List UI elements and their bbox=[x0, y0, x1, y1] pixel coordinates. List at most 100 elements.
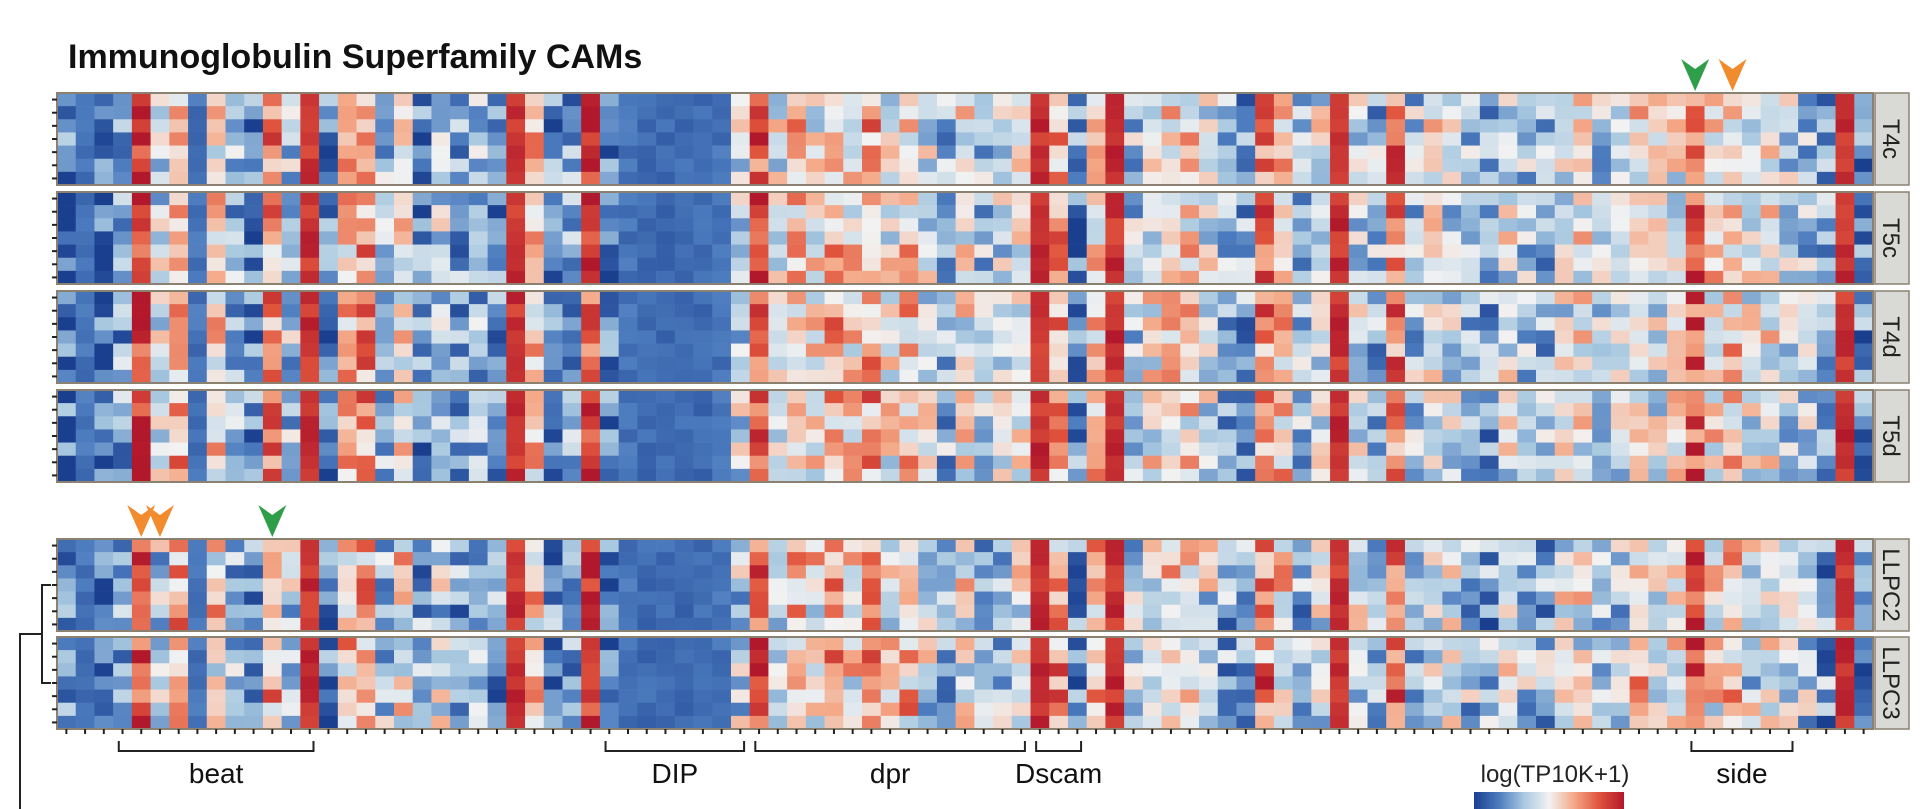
heatmap-cell bbox=[431, 715, 451, 730]
heatmap-cell bbox=[1536, 650, 1556, 664]
heatmap-cell bbox=[1648, 158, 1668, 173]
heatmap-cell bbox=[1573, 205, 1593, 219]
heatmap-cell bbox=[525, 702, 545, 717]
heatmap-cell bbox=[730, 442, 750, 457]
heatmap-cell bbox=[356, 617, 376, 632]
heatmap-cell bbox=[375, 119, 395, 133]
heatmap-cell bbox=[656, 158, 676, 173]
heatmap-cell bbox=[57, 93, 77, 107]
heatmap-cell bbox=[1180, 192, 1200, 206]
heatmap-cell bbox=[1292, 689, 1312, 704]
heatmap-cell bbox=[1779, 205, 1799, 219]
heatmap-cell bbox=[730, 93, 750, 107]
heatmap-cell bbox=[862, 552, 882, 566]
heatmap-cell bbox=[899, 304, 919, 318]
heatmap-cell bbox=[188, 93, 208, 107]
heatmap-cell bbox=[412, 270, 432, 285]
heatmap-cell bbox=[674, 171, 694, 186]
heatmap-cell bbox=[169, 304, 189, 318]
heatmap-cell bbox=[1273, 403, 1293, 417]
heatmap-cell bbox=[1517, 192, 1537, 206]
heatmap-cell bbox=[918, 663, 938, 677]
heatmap-cell bbox=[356, 304, 376, 318]
heatmap-cell bbox=[319, 244, 339, 259]
heatmap-cell bbox=[319, 591, 339, 606]
heatmap-cell bbox=[281, 715, 301, 730]
heatmap-cell bbox=[244, 145, 264, 160]
heatmap-cell bbox=[206, 270, 226, 285]
heatmap-cell bbox=[1498, 291, 1518, 305]
heatmap-cell bbox=[1723, 132, 1743, 146]
heatmap-cell bbox=[1854, 702, 1874, 717]
heatmap-cell bbox=[356, 455, 376, 470]
heatmap-cell bbox=[525, 617, 545, 632]
heatmap-cell bbox=[936, 617, 956, 632]
heatmap-cell bbox=[319, 650, 339, 664]
heatmap-cell bbox=[487, 689, 507, 704]
heatmap-cell bbox=[1236, 270, 1256, 285]
heatmap-cell bbox=[1723, 539, 1743, 553]
heatmap-cell bbox=[674, 231, 694, 245]
heatmap-cell bbox=[1554, 158, 1574, 173]
heatmap-cell bbox=[1760, 343, 1780, 358]
heatmap-cell bbox=[506, 369, 526, 384]
heatmap-cell bbox=[1386, 565, 1406, 579]
heatmap-cell bbox=[169, 231, 189, 245]
heatmap-cell bbox=[1498, 416, 1518, 430]
heatmap-cell bbox=[1685, 330, 1705, 344]
heatmap-cell bbox=[562, 119, 582, 133]
heatmap-cell bbox=[487, 604, 507, 619]
heatmap-cell bbox=[300, 231, 320, 245]
heatmap-cell bbox=[1461, 539, 1481, 553]
heatmap-cell bbox=[300, 330, 320, 344]
heatmap-cell bbox=[618, 565, 638, 579]
heatmap-cell bbox=[113, 676, 133, 690]
heatmap-cell bbox=[1199, 119, 1219, 133]
heatmap-cell bbox=[188, 158, 208, 173]
heatmap-cell bbox=[1199, 702, 1219, 717]
heatmap-cell bbox=[262, 171, 282, 186]
heatmap-cell bbox=[1741, 158, 1761, 173]
heatmap-cell bbox=[431, 442, 451, 457]
heatmap-cell bbox=[599, 715, 619, 730]
heatmap-cell bbox=[974, 539, 994, 553]
heatmap-cell bbox=[468, 552, 488, 566]
heatmap-cell bbox=[281, 442, 301, 457]
heatmap-cell bbox=[1367, 205, 1387, 219]
heatmap-cell bbox=[525, 578, 545, 592]
heatmap-cell bbox=[1554, 93, 1574, 107]
heatmap-cell bbox=[1423, 663, 1443, 677]
heatmap-cell bbox=[487, 552, 507, 566]
heatmap-cell bbox=[1161, 455, 1181, 470]
heatmap-cell bbox=[1124, 442, 1144, 457]
heatmap-cell bbox=[188, 390, 208, 404]
heatmap-cell bbox=[450, 218, 470, 232]
heatmap-cell bbox=[936, 132, 956, 146]
heatmap-cell bbox=[656, 270, 676, 285]
heatmap-cell bbox=[487, 429, 507, 443]
gene-group-beat: beat bbox=[117, 741, 315, 789]
heatmap-cell bbox=[1573, 416, 1593, 430]
heatmap-cell bbox=[1273, 171, 1293, 186]
heatmap-cell bbox=[1723, 702, 1743, 717]
heatmap-cell bbox=[131, 231, 151, 245]
heatmap-cell bbox=[1011, 455, 1031, 470]
heatmap-cell bbox=[75, 171, 95, 186]
heatmap-cell bbox=[468, 106, 488, 120]
heatmap-cell bbox=[1124, 231, 1144, 245]
heatmap-cell bbox=[281, 356, 301, 371]
heatmap-cell bbox=[637, 218, 657, 232]
heatmap-cell bbox=[1030, 637, 1050, 651]
heatmap-cell bbox=[1704, 565, 1724, 579]
heatmap-cell bbox=[1536, 317, 1556, 331]
heatmap-cell bbox=[899, 565, 919, 579]
heatmap-cell bbox=[562, 205, 582, 219]
heatmap-cell bbox=[244, 119, 264, 133]
heatmap-cell bbox=[637, 343, 657, 358]
heatmap-cell bbox=[618, 552, 638, 566]
heatmap-cell bbox=[1367, 539, 1387, 553]
heatmap-cell bbox=[599, 442, 619, 457]
heatmap-cell bbox=[712, 390, 732, 404]
heatmap-cell bbox=[1423, 119, 1443, 133]
